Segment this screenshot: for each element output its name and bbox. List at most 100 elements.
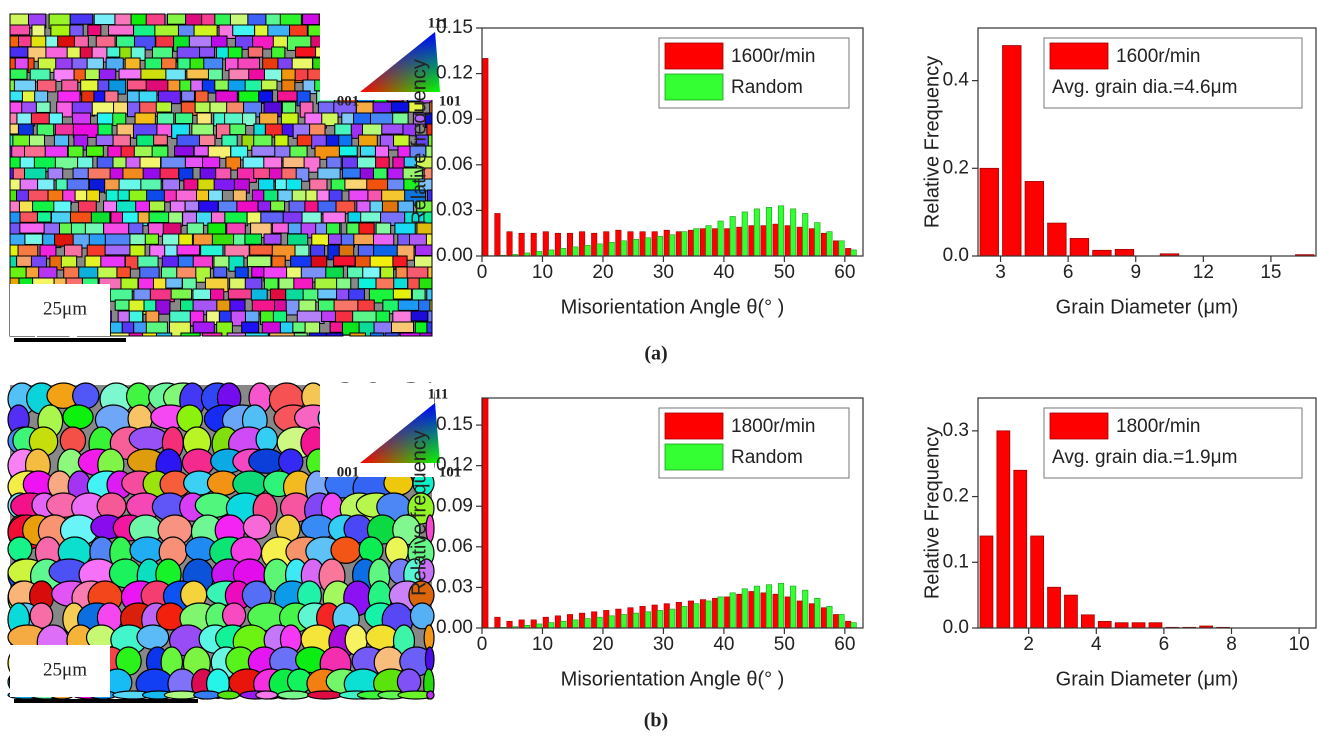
histogram-bar [1093, 250, 1112, 256]
grain [245, 234, 262, 244]
grain [68, 146, 83, 158]
legend-swatch [665, 413, 723, 439]
y-tick-label: 0.03 [436, 576, 473, 597]
x-tick-label: 12 [1193, 262, 1214, 283]
histogram-bar [1014, 470, 1027, 628]
histogram-bar [1115, 249, 1134, 256]
bar [730, 593, 735, 628]
grain [170, 201, 185, 212]
grain [194, 25, 217, 37]
x-tick-label: 20 [592, 262, 613, 283]
bar [706, 601, 711, 628]
y-tick-label: 0.00 [436, 617, 473, 638]
x-tick-label: 6 [1159, 634, 1170, 655]
x-tick-label: 0 [477, 262, 488, 283]
y-tick-label: 0.2 [943, 486, 969, 507]
x-tick-label: 30 [653, 262, 674, 283]
grain [294, 333, 307, 336]
grain [260, 113, 278, 124]
y-tick-label: 0.12 [436, 63, 473, 84]
x-tick-label: 10 [1289, 634, 1310, 655]
bar [657, 236, 662, 256]
legend-label: 1800r/min [731, 416, 816, 437]
bar [725, 229, 730, 256]
grain [208, 146, 231, 158]
y-axis-title: Relative Frequency [921, 427, 943, 599]
grain [78, 157, 93, 169]
ipf-label: 111 [428, 386, 449, 402]
bar [718, 597, 723, 628]
bar [682, 606, 687, 628]
annotation: Avg. grain dia.=4.6μm [1052, 77, 1237, 98]
bar [555, 616, 560, 628]
y-tick-label: 0.09 [436, 108, 473, 129]
grain [271, 201, 285, 211]
y-tick-label: 0.15 [436, 17, 473, 38]
grain [329, 190, 342, 202]
grain [293, 322, 307, 332]
grain [373, 168, 387, 180]
grain [280, 14, 301, 26]
grain [216, 91, 237, 103]
grain [337, 278, 351, 290]
grain [425, 647, 434, 671]
bar [628, 608, 633, 628]
grain [146, 311, 159, 323]
bar [652, 605, 657, 628]
bar [531, 620, 536, 628]
grain [419, 278, 432, 289]
grain [157, 333, 172, 336]
grain [143, 333, 157, 336]
bar [609, 242, 614, 256]
grain [181, 300, 194, 311]
grain [278, 691, 309, 699]
bar [591, 233, 596, 256]
histogram-bar [1048, 587, 1061, 628]
bar [718, 221, 723, 256]
bar [669, 235, 674, 256]
bar [585, 245, 590, 256]
bar [766, 585, 771, 628]
bar [839, 241, 844, 256]
bar [754, 209, 759, 256]
scale-label: 25μm [43, 659, 87, 680]
grain [233, 25, 255, 36]
grain [144, 300, 157, 311]
bar [785, 597, 790, 628]
legend-swatch [1050, 413, 1108, 439]
grain [202, 333, 221, 336]
legend-label: 1800r/min [1116, 416, 1201, 437]
grain [64, 245, 81, 257]
bar [761, 226, 766, 256]
x-tick-label: 40 [713, 634, 734, 655]
bar [604, 610, 609, 628]
grain [273, 311, 286, 322]
grain [185, 157, 203, 168]
y-tick-label: 0.03 [436, 199, 473, 220]
x-axis-title: Grain Diameter (μm) [1056, 668, 1239, 690]
bar [851, 623, 856, 628]
bar [797, 227, 802, 256]
bar [640, 606, 645, 628]
grain [350, 333, 365, 336]
bar [536, 624, 541, 628]
grain [242, 322, 259, 333]
x-tick-label: 50 [774, 634, 795, 655]
grain [58, 36, 77, 48]
bar [790, 209, 795, 256]
x-tick-label: 10 [532, 262, 553, 283]
bar [531, 233, 536, 256]
grain [8, 537, 32, 561]
bar [633, 613, 638, 628]
bar [773, 594, 778, 628]
bar [483, 398, 488, 628]
bar [621, 241, 626, 256]
grain [154, 135, 168, 145]
grain [117, 267, 130, 278]
bar [573, 247, 578, 256]
bar [712, 598, 717, 628]
y-tick-label: 0.09 [436, 495, 473, 516]
grain [323, 212, 345, 223]
grain [119, 69, 142, 79]
